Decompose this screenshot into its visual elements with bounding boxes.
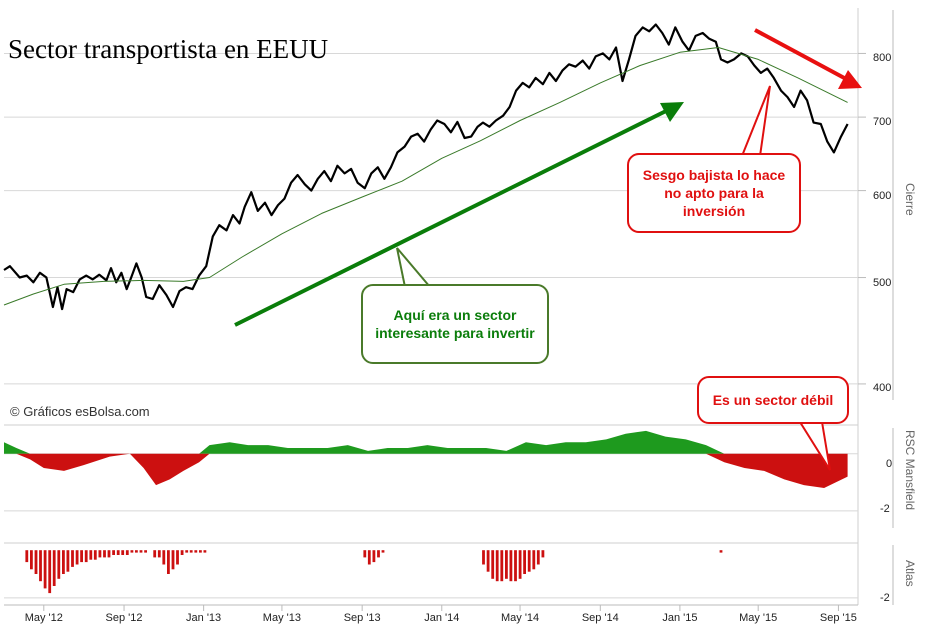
atlas-bar bbox=[381, 550, 385, 553]
bias-callout: Sesgo bajista lo hace no apto para la in… bbox=[627, 153, 801, 233]
x-tick-label: Jan '13 bbox=[186, 612, 222, 624]
atlas-bar bbox=[185, 550, 189, 553]
atlas-bar bbox=[103, 550, 106, 558]
price-tick-800: 800 bbox=[873, 52, 892, 64]
atlas-bar bbox=[167, 550, 170, 574]
chart-title: Sector transportista en EEUU bbox=[8, 34, 329, 64]
atlas-bar bbox=[363, 550, 367, 558]
atlas-bar bbox=[84, 550, 88, 563]
atlas-bar bbox=[372, 550, 376, 563]
price-tick-500: 500 bbox=[873, 277, 892, 289]
x-tick-label: May '14 bbox=[501, 612, 540, 624]
atlas-bar bbox=[377, 550, 380, 558]
atlas-bar bbox=[495, 550, 499, 582]
atlas-bar bbox=[75, 550, 79, 565]
atlas-bar bbox=[541, 550, 545, 558]
bias-callout-pointer bbox=[740, 85, 771, 157]
x-tick-label: May '15 bbox=[739, 612, 778, 624]
atlas-bar bbox=[482, 550, 485, 565]
atlas-bar bbox=[532, 550, 536, 570]
price-axis-title: Cierre bbox=[903, 183, 917, 216]
atlas-bar bbox=[107, 550, 111, 558]
atlas-bar bbox=[719, 550, 723, 553]
atlas-bar bbox=[93, 550, 97, 560]
atlas-axis-title: Atlas bbox=[903, 560, 917, 587]
atlas-bar bbox=[30, 550, 33, 570]
rsc-tick-0: 0 bbox=[886, 458, 893, 470]
atlas-bar bbox=[62, 550, 65, 574]
atlas-tick-minus2: -2 bbox=[880, 592, 890, 604]
atlas-bar bbox=[135, 550, 138, 553]
atlas-bar bbox=[121, 550, 125, 555]
atlas-bar bbox=[180, 550, 184, 555]
atlas-bar bbox=[527, 550, 531, 572]
atlas-bar bbox=[176, 550, 179, 565]
rsc-negative-area bbox=[4, 453, 848, 488]
atlas-bar bbox=[66, 550, 70, 572]
atlas-bar bbox=[52, 550, 56, 586]
atlas-bar bbox=[514, 550, 517, 582]
green-trend-arrow bbox=[234, 108, 669, 327]
x-tick-label: May '12 bbox=[24, 612, 63, 624]
x-tick-label: Sep '15 bbox=[819, 612, 857, 624]
atlas-bar bbox=[80, 550, 83, 563]
atlas-bar bbox=[57, 550, 61, 579]
atlas-bar bbox=[157, 550, 161, 558]
rsc-positive-area bbox=[4, 430, 848, 454]
price-tick-600: 600 bbox=[873, 190, 892, 202]
x-tick-label: Jan '15 bbox=[662, 612, 698, 624]
green-callout-pointer bbox=[396, 247, 433, 288]
atlas-bar bbox=[367, 550, 371, 565]
atlas-bar bbox=[199, 550, 202, 553]
x-tick-label: Jan '14 bbox=[424, 612, 460, 624]
atlas-bar bbox=[518, 550, 522, 579]
atlas-bar bbox=[116, 550, 120, 555]
atlas-bar bbox=[189, 550, 193, 553]
atlas-bar bbox=[71, 550, 74, 567]
x-tick-label: Sep '13 bbox=[343, 612, 381, 624]
atlas-bar bbox=[509, 550, 513, 582]
x-tick-label: Sep '14 bbox=[581, 612, 619, 624]
atlas-bar bbox=[139, 550, 143, 553]
atlas-bar bbox=[486, 550, 490, 572]
atlas-bar bbox=[130, 550, 134, 553]
price-line bbox=[3, 23, 849, 311]
price-tick-400: 400 bbox=[873, 382, 892, 394]
atlas-bar bbox=[171, 550, 175, 570]
atlas-bar bbox=[162, 550, 166, 565]
atlas-bar bbox=[25, 550, 29, 563]
atlas-bar bbox=[34, 550, 38, 574]
red-trend-arrowhead bbox=[838, 70, 862, 89]
atlas-bar bbox=[194, 550, 198, 553]
credit-label: © Gráficos esBolsa.com bbox=[10, 404, 150, 419]
atlas-bar bbox=[536, 550, 540, 565]
atlas-bar bbox=[125, 550, 129, 555]
x-tick-label: May '13 bbox=[262, 612, 301, 624]
atlas-bar bbox=[43, 550, 47, 589]
weak-callout: Es un sector débil bbox=[697, 376, 849, 424]
atlas-bar bbox=[48, 550, 52, 594]
rsc-axis-title: RSC Mansfield bbox=[903, 430, 917, 511]
atlas-bar bbox=[98, 550, 102, 558]
rsc-tick-minus2: -2 bbox=[880, 503, 890, 515]
green-callout: Aquí era un sector interesante para inve… bbox=[361, 284, 549, 364]
atlas-bar bbox=[505, 550, 508, 579]
atlas-bar bbox=[500, 550, 504, 582]
price-tick-700: 700 bbox=[873, 116, 892, 128]
green-trend-arrowhead bbox=[660, 102, 684, 122]
atlas-bar bbox=[153, 550, 157, 558]
atlas-bar bbox=[39, 550, 42, 582]
x-tick-label: Sep '12 bbox=[105, 612, 143, 624]
atlas-bar bbox=[144, 550, 147, 553]
moving-average-line bbox=[3, 47, 848, 306]
red-trend-arrow bbox=[754, 28, 849, 82]
atlas-bar bbox=[523, 550, 526, 574]
atlas-bar bbox=[203, 550, 207, 553]
atlas-bar bbox=[112, 550, 115, 555]
atlas-bar bbox=[89, 550, 93, 560]
atlas-bar bbox=[491, 550, 495, 579]
